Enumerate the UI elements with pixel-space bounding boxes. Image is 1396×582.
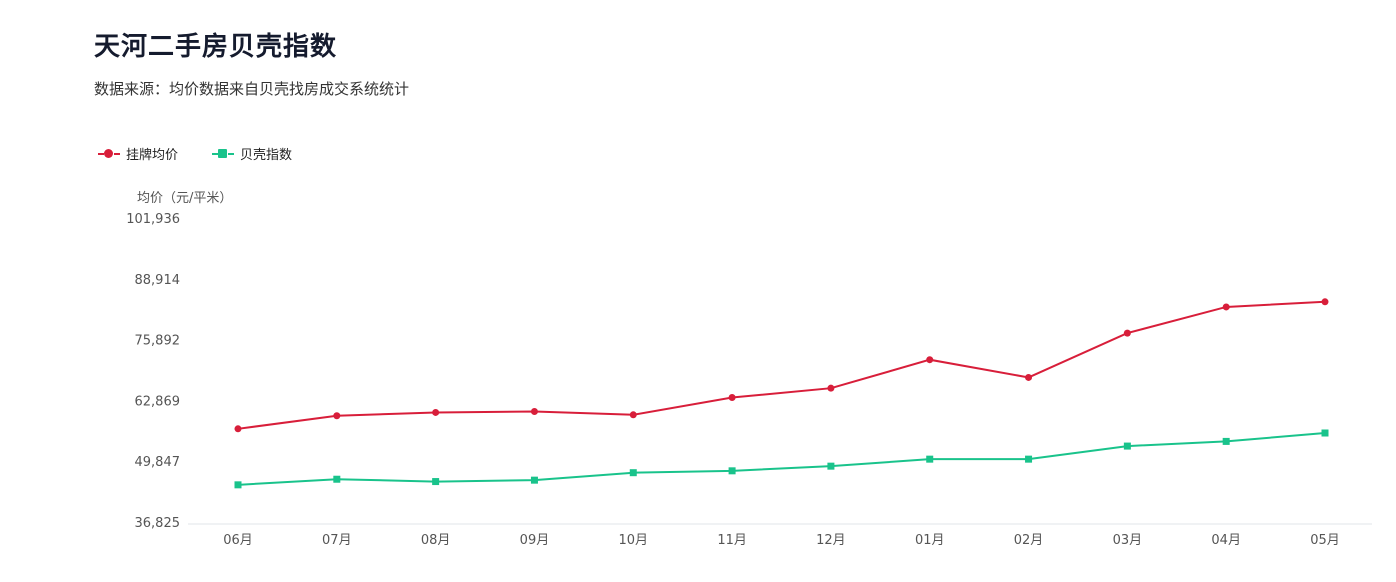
y-tick-label: 88,914 xyxy=(135,273,181,288)
y-tick-label: 49,847 xyxy=(135,455,181,470)
x-tick-label: 04月 xyxy=(1211,533,1241,548)
y-axis-label: 均价（元/平米） xyxy=(137,191,232,206)
data-point xyxy=(432,478,440,486)
data-point xyxy=(827,384,835,392)
data-point xyxy=(728,467,736,475)
square-marker-icon xyxy=(212,147,235,161)
circle-marker-icon xyxy=(98,147,120,161)
x-tick-label: 07月 xyxy=(322,533,352,548)
data-point xyxy=(1222,437,1230,445)
legend-item-beike-index[interactable]: 贝壳指数 xyxy=(212,144,292,163)
y-tick-label: 62,869 xyxy=(135,394,181,409)
x-tick-label: 06月 xyxy=(223,533,253,548)
data-point xyxy=(1025,373,1033,381)
data-point xyxy=(1025,455,1033,463)
x-tick-label: 01月 xyxy=(915,533,945,548)
data-point xyxy=(629,469,637,477)
x-tick-label: 02月 xyxy=(1014,533,1044,548)
data-point xyxy=(1321,298,1329,306)
legend-item-listing-price[interactable]: 挂牌均价 xyxy=(98,144,178,163)
x-tick-label: 08月 xyxy=(421,533,451,548)
x-tick-label: 10月 xyxy=(618,533,648,548)
chart-title: 天河二手房贝壳指数 xyxy=(94,32,338,62)
data-point xyxy=(530,476,538,484)
data-point xyxy=(1123,442,1131,450)
x-tick-label: 11月 xyxy=(717,533,747,548)
data-point xyxy=(926,455,934,463)
series-line-0 xyxy=(237,300,1326,430)
series-line-1 xyxy=(237,432,1326,486)
data-point xyxy=(234,425,242,433)
x-tick-label: 03月 xyxy=(1113,533,1143,548)
data-point xyxy=(827,462,835,470)
data-point xyxy=(1222,303,1230,311)
legend: 挂牌均价 贝壳指数 xyxy=(98,144,292,163)
data-point xyxy=(629,411,637,419)
legend-label: 挂牌均价 xyxy=(126,148,179,163)
data-point xyxy=(1321,429,1329,437)
data-point xyxy=(432,408,440,416)
data-point xyxy=(728,394,736,402)
data-point xyxy=(333,475,341,483)
y-tick-label: 75,892 xyxy=(135,334,181,349)
legend-label: 贝壳指数 xyxy=(240,148,293,163)
data-point xyxy=(530,408,538,416)
x-tick-label: 09月 xyxy=(520,533,550,548)
data-point xyxy=(1123,329,1131,337)
chart-subtitle: 数据来源：均价数据来自贝壳找房成交系统统计 xyxy=(94,80,410,98)
y-tick-label: 101,936 xyxy=(126,212,180,227)
data-point xyxy=(926,356,934,364)
x-tick-label: 05月 xyxy=(1310,533,1340,548)
y-tick-label: 36,825 xyxy=(135,516,181,531)
data-point xyxy=(234,481,242,489)
data-point xyxy=(333,412,341,420)
x-tick-label: 12月 xyxy=(816,533,846,548)
